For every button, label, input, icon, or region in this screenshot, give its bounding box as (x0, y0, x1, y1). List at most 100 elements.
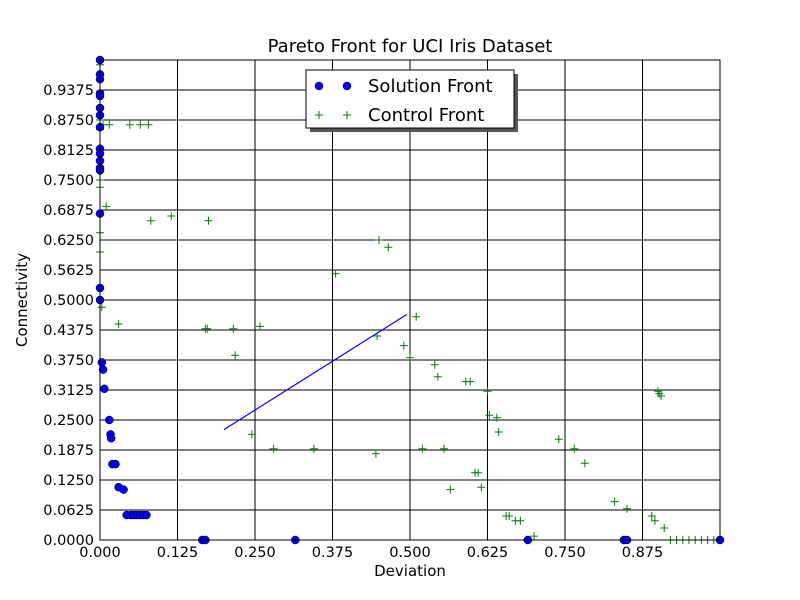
y-tick-label: 0.4375 (43, 323, 94, 339)
control-front-point (474, 468, 483, 477)
control-front-point (650, 516, 659, 525)
y-tick-label: 0.6875 (43, 203, 94, 219)
trend-line (223, 313, 408, 431)
control-front-point (483, 387, 492, 396)
control-front-point (430, 360, 439, 369)
control-front-point (146, 216, 155, 225)
control-front-point (485, 411, 494, 420)
trend-line-layer (223, 313, 408, 431)
control-front-point (466, 377, 475, 386)
solution-front-point (119, 485, 128, 494)
control-front-point (554, 435, 563, 444)
control-front-point (97, 303, 106, 312)
control-front-point (269, 444, 278, 453)
control-front-point (384, 243, 393, 252)
control-front-point (167, 212, 176, 220)
x-tick-label: 0.375 (312, 545, 354, 561)
y-axis-label: Connectivity (13, 253, 31, 347)
chart-title: Pareto Front for UCI Iris Dataset (268, 36, 553, 57)
control-front-point (144, 120, 153, 129)
control-front-point (477, 483, 486, 492)
y-tick-label: 0.1875 (43, 443, 94, 459)
control-front-point (203, 324, 212, 333)
control-front-point (446, 485, 455, 494)
y-tick-label: 0.1250 (43, 473, 94, 489)
x-tick-label: 0.125 (157, 545, 199, 561)
solution-front-point (100, 384, 109, 394)
y-tick-label: 0.0000 (43, 533, 94, 549)
y-tick-label: 0.0625 (43, 503, 94, 519)
control-front-layer (96, 60, 718, 544)
x-tick-label: 0.750 (544, 545, 586, 561)
y-tick-label: 0.7500 (43, 173, 94, 189)
control-front-point (440, 444, 449, 453)
control-front-point (375, 236, 383, 244)
x-axis-label: Deviation (374, 562, 446, 580)
control-front-point (492, 413, 501, 422)
control-front-point (660, 524, 669, 532)
legend-box (305, 69, 515, 129)
x-tick-label: 0.000 (79, 545, 121, 561)
solution-front-point (97, 358, 107, 367)
plot-frame (99, 59, 721, 541)
control-front-point (530, 532, 538, 541)
solution-front-point (106, 433, 116, 443)
legend-control-marker-1 (315, 111, 323, 119)
y-tick-label: 0.6250 (43, 233, 94, 249)
control-front-point (623, 504, 631, 513)
solution-front-point (98, 365, 108, 374)
solution-front-point (105, 415, 114, 425)
x-axis-ticks: 0.000 0.125 0.250 0.375 0.500 0.625 0.750 0.875 (79, 545, 663, 561)
legend-solution-marker-2 (342, 81, 352, 91)
y-tick-label: 0.9375 (43, 83, 94, 99)
control-front-point (102, 202, 111, 211)
y-tick-label: 0.5625 (43, 263, 94, 279)
control-front-point (610, 497, 619, 506)
control-front-point (114, 320, 123, 328)
control-front-point (125, 120, 134, 129)
y-tick-label: 0.5000 (43, 293, 94, 309)
control-front-point (105, 120, 114, 129)
control-front-point (647, 512, 656, 520)
legend-control-marker-2 (343, 111, 351, 119)
x-tick-label: 0.875 (622, 545, 664, 561)
control-front-point (371, 449, 380, 458)
y-tick-label: 0.8750 (43, 113, 94, 129)
solution-front-point (142, 510, 151, 520)
control-front-point (570, 444, 579, 453)
control-front-point (309, 444, 318, 453)
legend-solution-label: Solution Front (368, 76, 493, 97)
control-front-point (255, 322, 264, 331)
control-front-point (494, 428, 503, 436)
control-front-point (406, 353, 414, 362)
legend-solution-marker-1 (314, 81, 324, 91)
x-tick-label: 0.500 (389, 545, 431, 561)
y-axis-ticks: 0.0000 0.0625 0.1250 0.1875 0.2500 0.3125 0.37… (43, 83, 94, 549)
control-front-point (505, 512, 514, 520)
control-front-point (331, 269, 340, 278)
control-front-point (247, 430, 256, 439)
x-tick-label: 0.250 (234, 545, 276, 561)
control-front-point (433, 372, 442, 381)
control-front-point (412, 312, 421, 321)
control-front-point (204, 216, 213, 225)
control-front-point (136, 120, 145, 129)
y-tick-label: 0.3125 (43, 383, 94, 399)
control-front-point (373, 332, 382, 340)
y-tick-label: 0.8125 (43, 143, 94, 159)
control-front-point (580, 459, 589, 468)
legend: Solution Front Control Front (305, 69, 518, 132)
y-tick-label: 0.2500 (43, 413, 94, 429)
control-front-point (231, 351, 240, 360)
legend-control-label: Control Front (368, 105, 484, 126)
control-front-point (657, 392, 666, 400)
solution-front-point (111, 459, 120, 469)
grid-lines (99, 60, 720, 541)
control-front-point (399, 341, 408, 350)
control-front-point (229, 324, 238, 333)
x-tick-label: 0.625 (467, 545, 509, 561)
control-front-point (516, 516, 525, 525)
y-tick-label: 0.3750 (43, 353, 94, 369)
control-front-point (418, 444, 427, 453)
